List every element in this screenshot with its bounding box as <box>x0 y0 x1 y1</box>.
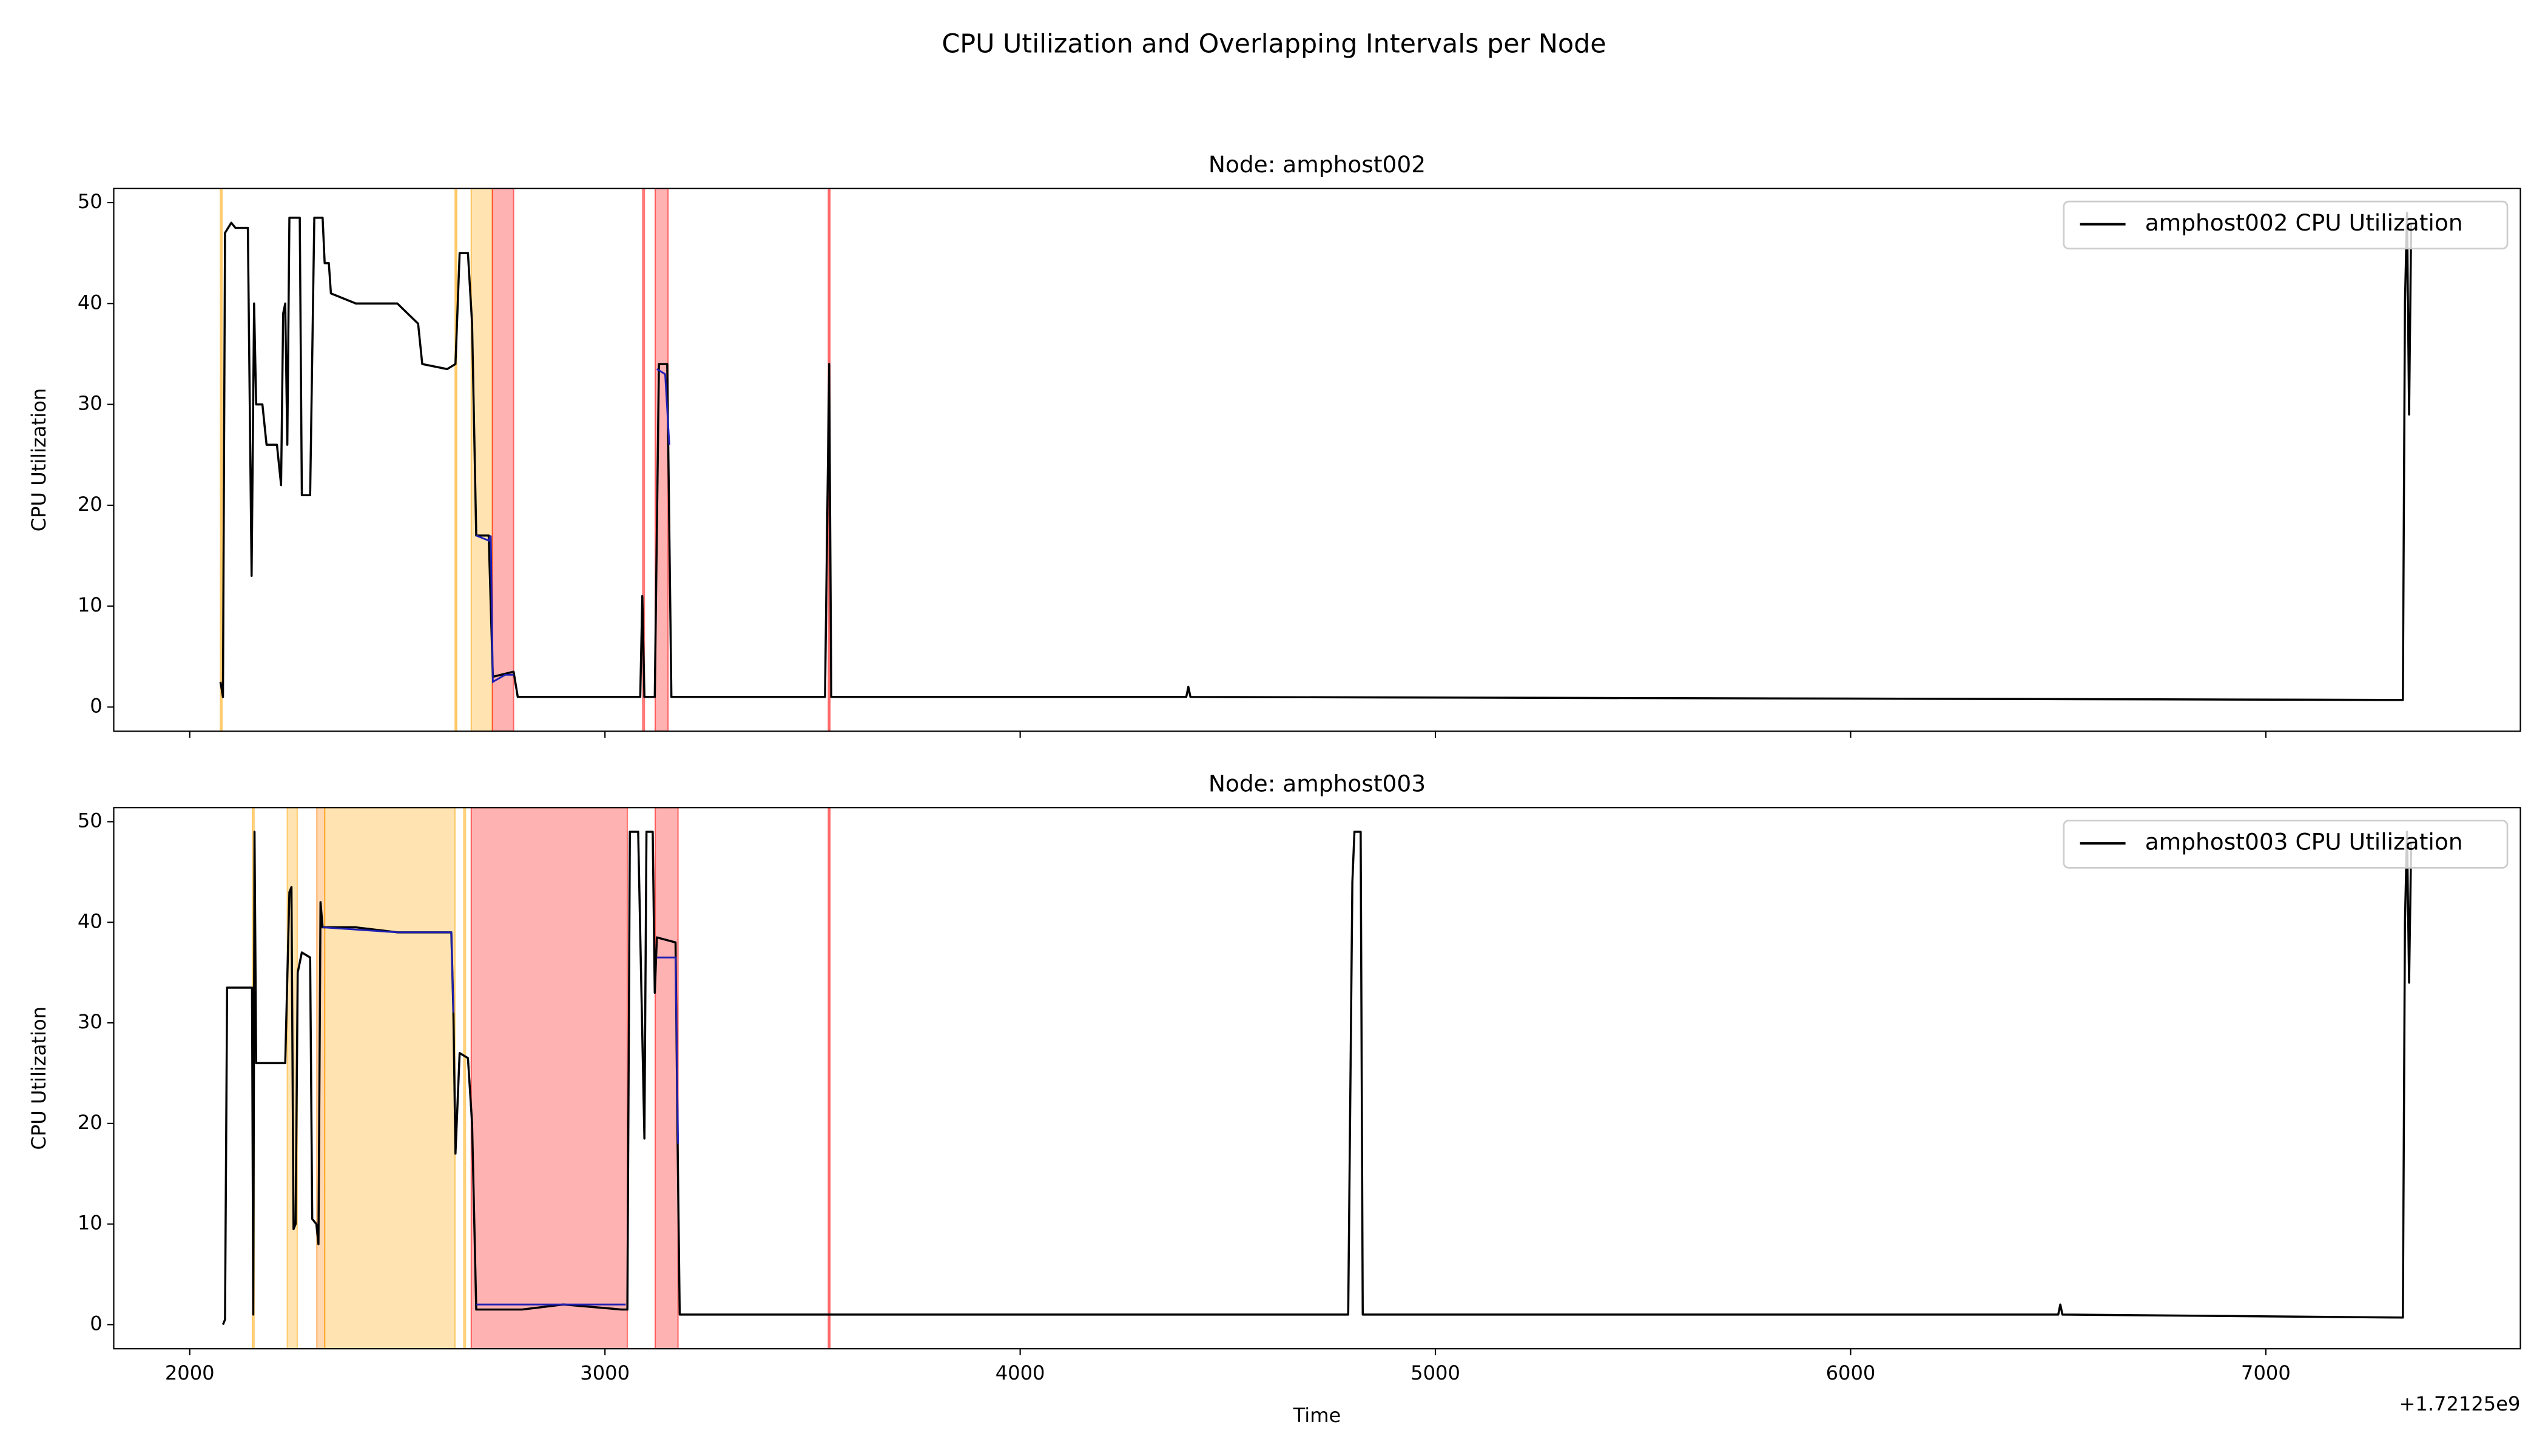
plot-area <box>219 188 2413 732</box>
x-axis-label: Time <box>1293 1404 1341 1427</box>
y-tick-label: 50 <box>78 190 103 213</box>
legend-label: amphost003 CPU Utilization <box>2145 829 2463 855</box>
axes-title: Node: amphost003 <box>1208 770 1426 797</box>
x-tick-label: 5000 <box>1410 1361 1460 1384</box>
figure-title: CPU Utilization and Overlapping Interval… <box>942 29 1606 59</box>
panel: 0 10 20 30 40 50 Node: amphost002 CPU Utilizati… <box>27 151 2521 738</box>
interval <box>220 188 223 732</box>
interval <box>642 188 645 732</box>
axes-frame <box>113 187 2521 732</box>
y-tick-label: 40 <box>78 291 103 314</box>
y-axis-label: CPU Utilization <box>27 1006 50 1150</box>
axes-frame <box>113 807 2521 1350</box>
x-tick-label: 4000 <box>996 1361 1045 1384</box>
y-tick-label: 10 <box>78 593 103 616</box>
y-tick-label: 10 <box>78 1212 103 1235</box>
interval <box>491 188 514 732</box>
y-tick-label: 30 <box>78 392 103 415</box>
x-tick-label: 2000 <box>165 1361 215 1384</box>
y-tick-label: 0 <box>90 694 102 717</box>
x-offset-label: +1.72125e9 <box>2399 1392 2520 1415</box>
y-tick-label: 0 <box>90 1312 102 1335</box>
plot-area <box>221 807 2413 1349</box>
interval <box>463 807 467 1349</box>
panel: 0 10 20 30 40 50 2000 3000 4000 5000 6000 7000 Node:… <box>27 770 2521 1427</box>
interval <box>454 188 457 732</box>
legend-box <box>2063 820 2509 869</box>
axes-title: Node: amphost002 <box>1208 151 1426 178</box>
y-tick-label: 30 <box>78 1010 103 1033</box>
interval <box>316 807 326 1349</box>
x-tick-label: 3000 <box>580 1361 630 1384</box>
interval <box>324 807 456 1349</box>
overlay-line <box>322 926 679 1306</box>
legend-box <box>2063 200 2509 250</box>
y-tick-label: 50 <box>78 809 103 832</box>
series-line <box>221 831 2413 1326</box>
interval <box>470 807 629 1349</box>
y-tick-label: 40 <box>78 909 103 932</box>
overlay-line <box>476 368 670 684</box>
interval <box>827 807 831 1349</box>
interval <box>654 807 679 1349</box>
x-tick-label: 7000 <box>2241 1361 2291 1384</box>
x-tick-label: 6000 <box>1826 1361 1876 1384</box>
legend: amphost003 CPU Utilization <box>2063 820 2509 869</box>
y-tick-label: 20 <box>78 493 103 516</box>
legend: amphost002 CPU Utilization <box>2063 200 2509 250</box>
legend-label: amphost002 CPU Utilization <box>2145 209 2463 236</box>
y-tick-label: 20 <box>78 1111 103 1134</box>
series-line <box>219 211 2413 701</box>
y-axis-label: CPU Utilization <box>27 388 50 532</box>
